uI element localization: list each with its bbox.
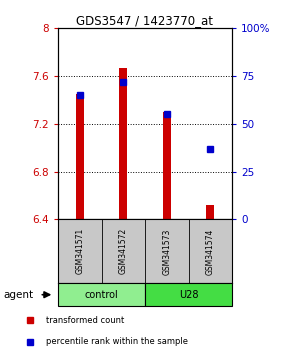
- Title: GDS3547 / 1423770_at: GDS3547 / 1423770_at: [77, 14, 213, 27]
- Text: agent: agent: [3, 290, 33, 300]
- Text: U28: U28: [179, 290, 198, 300]
- Text: GSM341572: GSM341572: [119, 228, 128, 274]
- Bar: [76, 94, 84, 219]
- Bar: [58, 283, 145, 306]
- Text: GSM341571: GSM341571: [75, 228, 84, 274]
- Text: percentile rank within the sample: percentile rank within the sample: [46, 337, 188, 346]
- Text: GSM341573: GSM341573: [162, 228, 171, 275]
- Text: transformed count: transformed count: [46, 316, 124, 325]
- Bar: [206, 205, 214, 219]
- Text: control: control: [85, 290, 118, 300]
- Bar: [163, 112, 171, 219]
- Bar: [145, 283, 232, 306]
- Text: GSM341574: GSM341574: [206, 228, 215, 275]
- Bar: [119, 68, 127, 219]
